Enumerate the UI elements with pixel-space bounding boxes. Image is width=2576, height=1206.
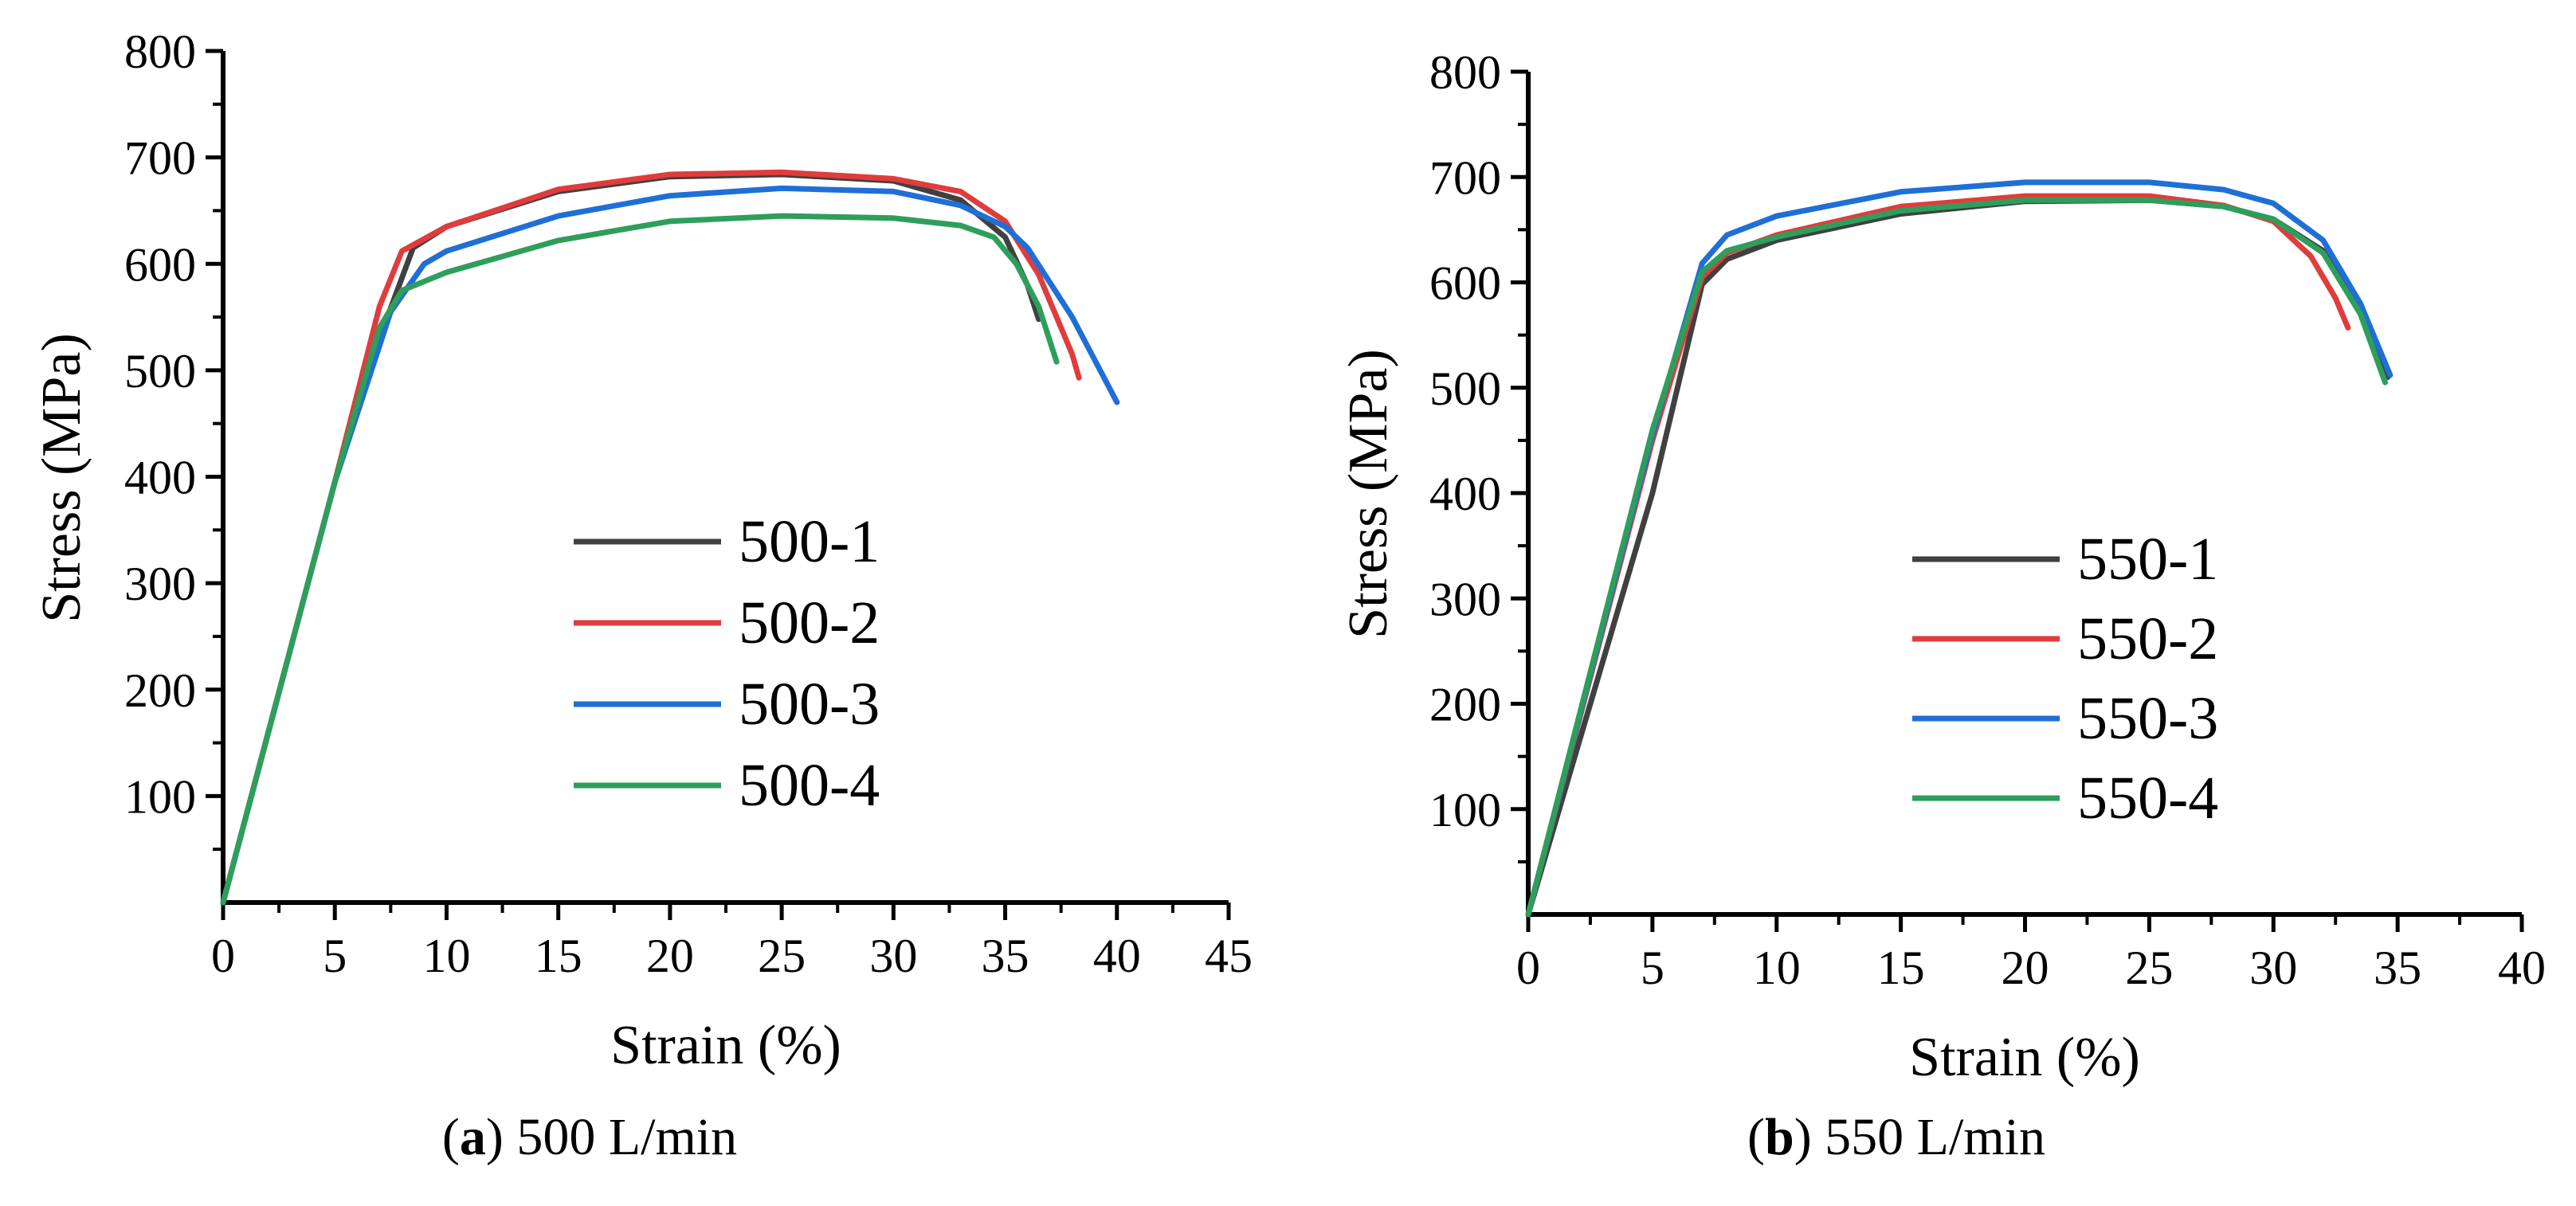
x-tick-label-b-5: 5 xyxy=(1641,942,1664,994)
legend-label-550-4: 550-4 xyxy=(2077,765,2218,832)
x-tick-label-b-25: 25 xyxy=(2125,942,2173,994)
x-tick-label-a-35: 35 xyxy=(982,930,1029,982)
caption-label-b: b xyxy=(1764,1108,1794,1166)
y-tick-label-b-200: 200 xyxy=(1429,679,1501,731)
caption-panel-b: (b) 550 L/min xyxy=(1747,1108,2045,1166)
series-line-500-3 xyxy=(220,185,1120,906)
y-tick-label-a-800: 800 xyxy=(124,25,196,78)
x-tick-label-a-25: 25 xyxy=(758,930,806,982)
y-tick-label-b-700: 700 xyxy=(1429,151,1501,204)
x-tick-label-b-35: 35 xyxy=(2374,942,2421,994)
x-tick-label-b-30: 30 xyxy=(2249,942,2297,994)
x-tick-label-a-15: 15 xyxy=(535,930,582,982)
caption-text-b: 550 L/min xyxy=(1825,1108,2045,1166)
legend-label-550-3: 550-3 xyxy=(2077,685,2218,752)
caption-label-a: a xyxy=(459,1108,486,1166)
caption-text-a: 500 L/min xyxy=(516,1108,738,1166)
legend-label-550-2: 550-2 xyxy=(2077,605,2218,672)
series-line-500-1 xyxy=(220,171,1042,906)
x-tick-label-a-20: 20 xyxy=(646,930,694,982)
legend-label-500-1: 500-1 xyxy=(739,508,880,575)
y-tick-label-a-700: 700 xyxy=(124,132,196,185)
x-tick-label-a-5: 5 xyxy=(323,930,347,982)
y-tick-label-b-300: 300 xyxy=(1429,573,1501,625)
x-tick-label-a-0: 0 xyxy=(211,930,235,982)
x-tick-label-a-10: 10 xyxy=(422,930,470,982)
y-tick-label-b-800: 800 xyxy=(1429,46,1501,99)
y-tick-label-b-100: 100 xyxy=(1429,784,1501,836)
x-axis-title-b: Strain (%) xyxy=(1909,1027,2140,1088)
y-axis-title-a: Stress (MPa) xyxy=(31,333,92,623)
x-tick-label-b-40: 40 xyxy=(2498,942,2546,994)
y-tick-label-b-400: 400 xyxy=(1429,468,1501,520)
x-tick-label-b-20: 20 xyxy=(2002,942,2049,994)
y-axis-title-b: Stress (MPa) xyxy=(1338,349,1399,639)
x-tick-label-a-45: 45 xyxy=(1205,930,1253,982)
x-tick-label-a-40: 40 xyxy=(1093,930,1141,982)
series-line-550-3 xyxy=(1525,179,2394,918)
legend-label-500-3: 500-3 xyxy=(739,671,880,738)
y-tick-label-a-500: 500 xyxy=(124,345,196,397)
legend-label-550-1: 550-1 xyxy=(2077,526,2218,593)
caption-panel-a: (a) 500 L/min xyxy=(441,1108,738,1166)
y-tick-label-a-200: 200 xyxy=(124,664,196,717)
y-tick-label-a-400: 400 xyxy=(124,452,196,504)
series-line-500-2 xyxy=(220,169,1082,906)
x-tick-label-b-15: 15 xyxy=(1877,942,1925,994)
y-tick-label-a-100: 100 xyxy=(124,770,196,823)
legend-label-500-4: 500-4 xyxy=(739,752,880,819)
y-tick-label-b-500: 500 xyxy=(1429,362,1501,415)
y-tick-label-b-600: 600 xyxy=(1429,257,1501,310)
x-tick-label-b-0: 0 xyxy=(1516,942,1540,994)
x-tick-label-a-30: 30 xyxy=(869,930,917,982)
x-axis-title-a: Strain (%) xyxy=(610,1015,841,1076)
legend-label-500-2: 500-2 xyxy=(739,589,880,656)
series-line-550-4 xyxy=(1525,197,2388,918)
x-tick-label-b-10: 10 xyxy=(1753,942,1801,994)
y-tick-label-a-600: 600 xyxy=(124,238,196,291)
series-line-500-4 xyxy=(220,213,1060,906)
y-tick-label-a-300: 300 xyxy=(124,558,196,610)
series-line-550-2 xyxy=(1525,193,2351,918)
